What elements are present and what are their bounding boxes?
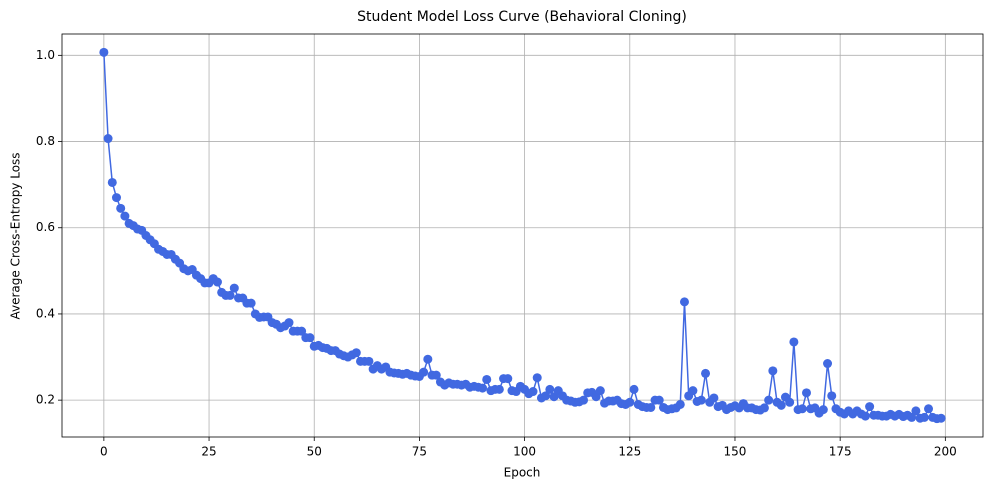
marker (305, 333, 315, 343)
marker (107, 177, 117, 187)
marker (111, 193, 121, 203)
marker (776, 400, 786, 410)
marker (911, 406, 921, 416)
marker (785, 397, 795, 407)
marker (827, 391, 837, 401)
marker (297, 326, 307, 336)
marker (284, 318, 294, 328)
marker (801, 388, 811, 398)
marker (646, 402, 656, 412)
plot-frame (61, 33, 984, 438)
marker (419, 367, 429, 377)
x-tick-label: 25 (201, 445, 216, 459)
marker (351, 348, 361, 358)
marker (709, 393, 719, 403)
marker (797, 404, 807, 414)
marker (629, 384, 639, 394)
x-tick-label: 175 (829, 445, 852, 459)
y-tick-label: 0.4 (36, 306, 55, 320)
y-axis-label: Average Cross-Entropy Loss (9, 152, 23, 319)
marker (364, 356, 374, 366)
x-tick-label: 0 (100, 445, 108, 459)
marker (865, 402, 875, 412)
x-tick-label: 50 (307, 445, 322, 459)
x-tick-label: 150 (724, 445, 747, 459)
marker (936, 413, 946, 423)
marker (579, 395, 589, 405)
marker (431, 370, 441, 380)
marker (919, 412, 929, 422)
marker (120, 211, 130, 221)
marker (675, 399, 685, 409)
marker (478, 383, 488, 393)
marker (654, 395, 664, 405)
marker (541, 391, 551, 401)
marker (116, 203, 126, 213)
marker (701, 368, 711, 378)
marker (860, 411, 870, 421)
marker (503, 374, 513, 384)
x-axis-label: Epoch (504, 466, 541, 480)
marker (532, 373, 542, 383)
chart-title: Student Model Loss Curve (Behavioral Clo… (357, 9, 687, 25)
marker (482, 374, 492, 384)
marker (229, 283, 239, 293)
y-tick-label: 0.8 (36, 134, 55, 148)
y-tick-label: 1.0 (36, 48, 55, 62)
marker (423, 354, 433, 364)
marker (528, 387, 538, 397)
line (103, 52, 942, 420)
marker (818, 405, 828, 415)
marker (688, 386, 698, 396)
x-tick-label: 100 (513, 445, 536, 459)
y-tick-label: 0.2 (36, 393, 55, 407)
marker (225, 290, 235, 300)
marker (99, 47, 109, 57)
marker (595, 386, 605, 396)
y-tick-label: 0.6 (36, 220, 55, 234)
marker (768, 366, 778, 376)
marker (907, 412, 917, 422)
marker (679, 297, 689, 307)
x-tick-label: 200 (934, 445, 957, 459)
marker (545, 384, 555, 394)
marker (789, 337, 799, 347)
marker (764, 395, 774, 405)
x-tick-label: 125 (618, 445, 641, 459)
marker (759, 403, 769, 413)
marker (212, 277, 222, 287)
marker (103, 134, 113, 144)
marker (246, 298, 256, 308)
marker (494, 384, 504, 394)
marker (924, 404, 934, 414)
x-tick-label: 75 (412, 445, 427, 459)
marker (696, 395, 706, 405)
marker (625, 397, 635, 407)
marker (823, 359, 833, 369)
